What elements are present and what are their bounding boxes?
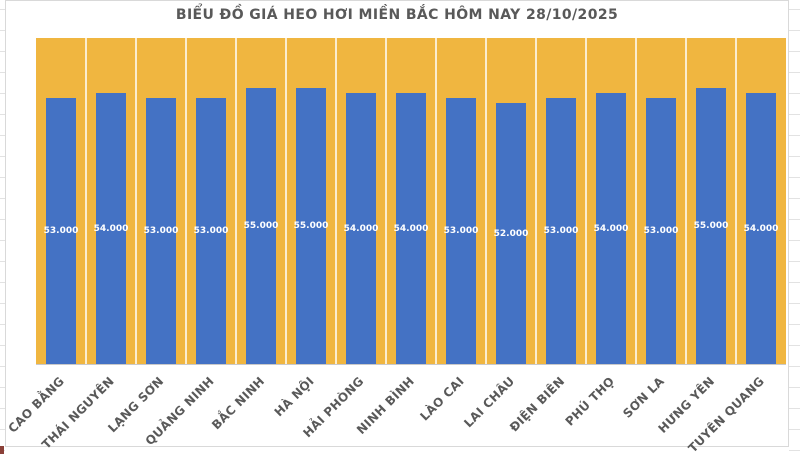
bar-điện-biên: 53.000 <box>543 98 579 364</box>
category-label: BẮC NINH <box>208 374 267 433</box>
bar-lào-cai: 53.000 <box>443 98 479 364</box>
bar-value-label: 55.000 <box>243 221 279 231</box>
chart-frame[interactable]: BIỂU ĐỒ GIÁ HEO HƠI MIỀN BẮC HÔM NAY 28/… <box>5 0 789 455</box>
category-separator <box>435 38 437 364</box>
x-axis-labels: CAO BẰNG THÁI NGUYÊN LẠNG SƠN QUẢNG NINH BẮC… <box>5 374 786 455</box>
worksheet-cell-marker <box>0 446 4 454</box>
bar-value-label: 53.000 <box>543 226 579 236</box>
bar-value-label: 54.000 <box>743 223 779 234</box>
bar-lai-châu: 52.000 <box>493 103 529 364</box>
category-label: HÀ NỘI <box>271 374 317 420</box>
bar-value-label: 55.000 <box>293 221 329 231</box>
bar-value-label: 53.000 <box>193 226 229 236</box>
category-separator <box>485 38 487 364</box>
bar-hải-phòng: 54.000 <box>343 93 379 364</box>
bar-value-label: 53.000 <box>143 226 179 236</box>
bar-value-label: 54.000 <box>93 223 129 234</box>
bar-ninh-bình: 54.000 <box>393 93 429 364</box>
bar-hà-nội: 55.000 <box>293 88 329 364</box>
bar-value-label: 55.000 <box>693 221 729 231</box>
bar-value-label: 52.000 <box>493 228 529 239</box>
bar-phú-thọ: 54.000 <box>593 93 629 364</box>
plot-area: 53.000 54.000 53.000 53.000 55.000 55.000 54.0… <box>36 38 786 365</box>
category-separator <box>385 38 387 364</box>
bar-hưng-yên: 55.000 <box>693 88 729 364</box>
category-separator <box>135 38 137 364</box>
category-separator <box>585 38 587 364</box>
bar-sơn-la: 53.000 <box>643 98 679 364</box>
bar-value-label: 53.000 <box>443 226 479 236</box>
category-label: PHÚ THỌ <box>562 374 617 429</box>
bar-value-label: 53.000 <box>643 226 679 236</box>
bar-tuyên-quang: 54.000 <box>743 93 779 364</box>
category-separator <box>535 38 537 364</box>
bar-thái-nguyên: 54.000 <box>93 93 129 364</box>
bar-bắc-ninh: 55.000 <box>243 88 279 364</box>
category-separator <box>235 38 237 364</box>
worksheet-gridlines-left <box>0 0 5 467</box>
bar-value-label: 54.000 <box>343 223 379 234</box>
category-label: SƠN LA <box>620 374 667 421</box>
category-label: LÀO CAI <box>417 374 467 424</box>
category-separator <box>185 38 187 364</box>
bar-lạng-sơn: 53.000 <box>143 98 179 364</box>
worksheet-gridlines-right <box>789 0 800 467</box>
category-separator <box>685 38 687 364</box>
chart-title: BIỂU ĐỒ GIÁ HEO HƠI MIỀN BẮC HÔM NAY 28/… <box>175 7 619 23</box>
category-separator <box>735 38 737 364</box>
bar-value-label: 53.000 <box>43 226 79 236</box>
bar-value-label: 54.000 <box>393 223 429 234</box>
bar-cao-bằng: 53.000 <box>43 98 79 364</box>
category-separator <box>335 38 337 364</box>
bar-value-label: 54.000 <box>593 223 629 234</box>
category-separator <box>85 38 87 364</box>
category-separator <box>635 38 637 364</box>
bar-quảng-ninh: 53.000 <box>193 98 229 364</box>
category-separator <box>285 38 287 364</box>
